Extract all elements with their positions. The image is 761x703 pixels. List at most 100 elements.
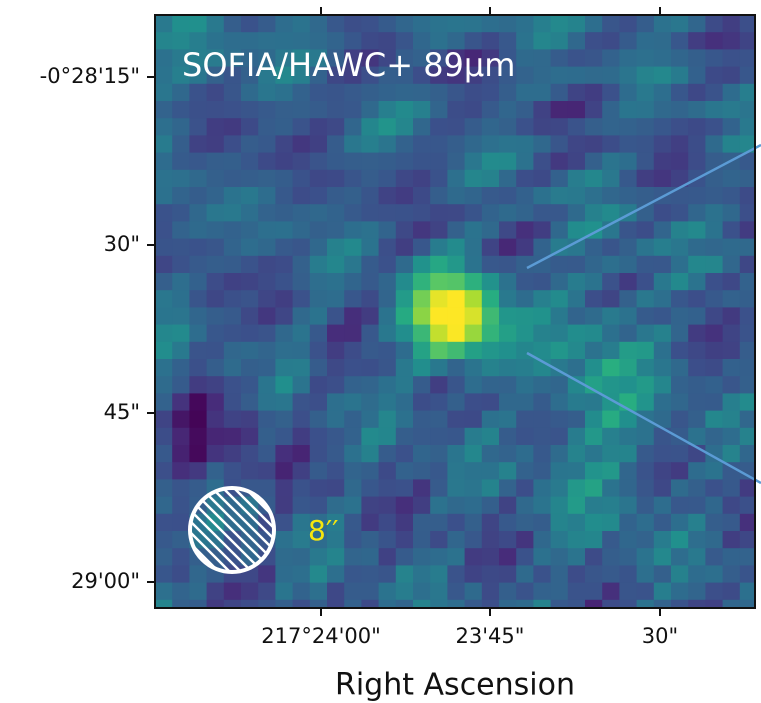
pixel [223, 410, 242, 429]
pixel [602, 290, 620, 308]
pixel [309, 66, 328, 85]
pixel [447, 548, 466, 566]
pixel [344, 118, 362, 136]
pixel [309, 324, 328, 343]
pixel [378, 83, 397, 102]
pixel [481, 479, 500, 498]
pixel [223, 445, 242, 463]
pixel [688, 479, 706, 498]
pixel [516, 49, 534, 68]
pixel [585, 49, 603, 68]
pixel [550, 445, 569, 463]
pixel [258, 341, 276, 360]
pixel [309, 376, 328, 394]
pixel [585, 118, 603, 136]
pixel [739, 221, 755, 240]
pixel [309, 531, 328, 549]
pixel [241, 101, 259, 119]
pixel [327, 32, 345, 50]
pixel [258, 273, 276, 291]
pixel [309, 479, 328, 498]
pixel [636, 66, 655, 85]
pixel [172, 187, 190, 205]
pixel [653, 582, 672, 601]
pixel [172, 513, 190, 532]
pixel [413, 187, 431, 205]
pixel [395, 341, 414, 360]
pixel [671, 204, 689, 222]
pixel [602, 582, 620, 601]
pixel [258, 410, 276, 429]
pixel [292, 565, 311, 584]
pixel [413, 32, 431, 50]
pixel [533, 255, 552, 274]
pixel [688, 341, 706, 360]
pixel [395, 15, 414, 33]
pixel [344, 204, 362, 222]
pixel [567, 548, 586, 566]
pixel [275, 565, 294, 584]
pixel [481, 118, 500, 136]
pixel [671, 496, 689, 515]
pixel [533, 101, 552, 119]
pixel [533, 462, 552, 480]
pixel [602, 513, 620, 532]
pixel [378, 496, 397, 515]
pixel [533, 290, 552, 308]
pixel [516, 307, 534, 326]
pixel [223, 359, 242, 377]
pixel [705, 66, 724, 85]
pixel [223, 118, 242, 136]
pixel [395, 221, 414, 240]
pixel [567, 204, 586, 222]
pixel [688, 66, 706, 85]
pixel [344, 255, 362, 274]
pixel [241, 152, 259, 171]
pixel [292, 15, 311, 33]
pixel [378, 135, 397, 154]
x-tick-label: 23'45" [456, 624, 525, 648]
pixel [567, 445, 586, 463]
pixel [653, 548, 672, 566]
pixel [671, 66, 689, 85]
pixel [206, 341, 225, 360]
pixel [499, 599, 517, 608]
pixel [722, 49, 741, 68]
pixel [395, 324, 414, 343]
pixel [430, 32, 448, 50]
pixel [155, 290, 173, 308]
pixel [688, 531, 706, 549]
pixel [550, 152, 569, 171]
pixel [241, 582, 259, 601]
pixel [722, 187, 741, 205]
pixel [688, 427, 706, 446]
pixel [567, 169, 586, 188]
pixel [309, 135, 328, 154]
pixel [653, 118, 672, 136]
pixel [653, 221, 672, 240]
pixel [516, 359, 534, 377]
pixel [567, 118, 586, 136]
pixel [155, 66, 173, 85]
pixel [499, 66, 517, 85]
pixel [705, 49, 724, 68]
pixel [464, 496, 483, 515]
pixel [430, 496, 448, 515]
pixel [567, 341, 586, 360]
pixel [172, 410, 190, 429]
pixel [585, 462, 603, 480]
pixel [567, 307, 586, 326]
pixel [206, 427, 225, 446]
pixel [705, 135, 724, 154]
pixel [464, 49, 483, 68]
pixel [413, 49, 431, 68]
pixel [292, 359, 311, 377]
pixel [309, 83, 328, 102]
pixel [258, 204, 276, 222]
pixel [447, 582, 466, 601]
pixel [739, 324, 755, 343]
pixel [223, 83, 242, 102]
pixel [636, 376, 655, 394]
pixel [602, 169, 620, 188]
pixel [653, 410, 672, 429]
